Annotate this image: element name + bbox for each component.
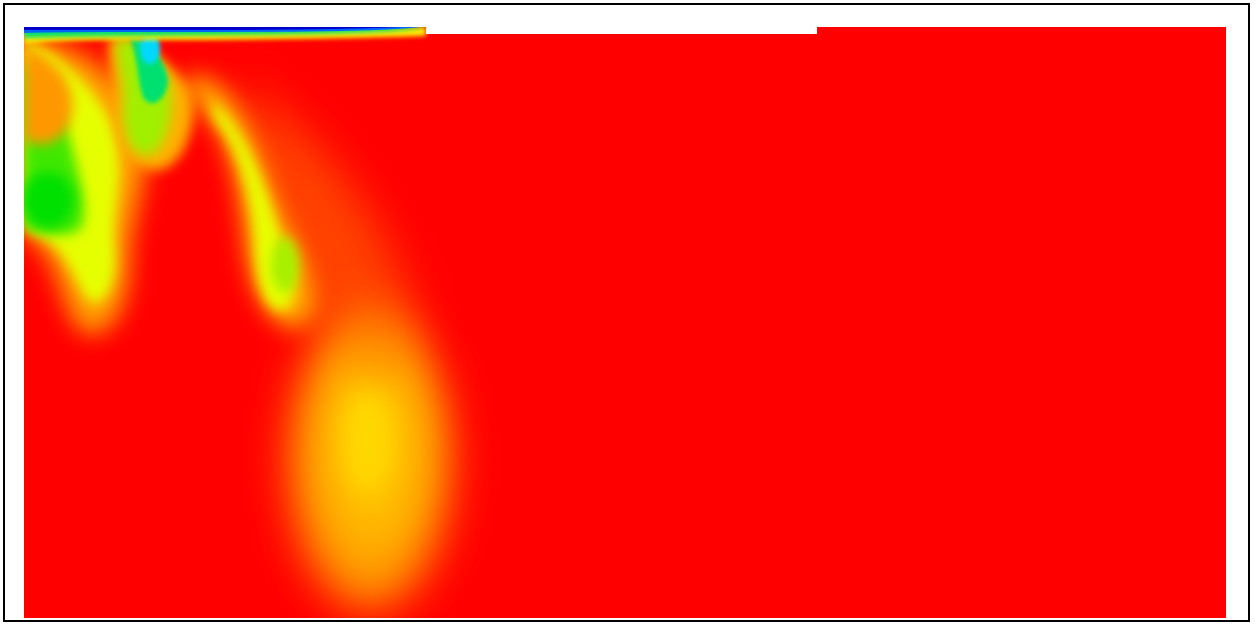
plume-middle: [180, 76, 316, 328]
swirl-top: [108, 32, 194, 171]
plume-left: [24, 36, 147, 335]
plume-lower: [240, 80, 450, 610]
domain-region: [24, 27, 1226, 618]
cold-boundary-layer: [24, 27, 426, 44]
